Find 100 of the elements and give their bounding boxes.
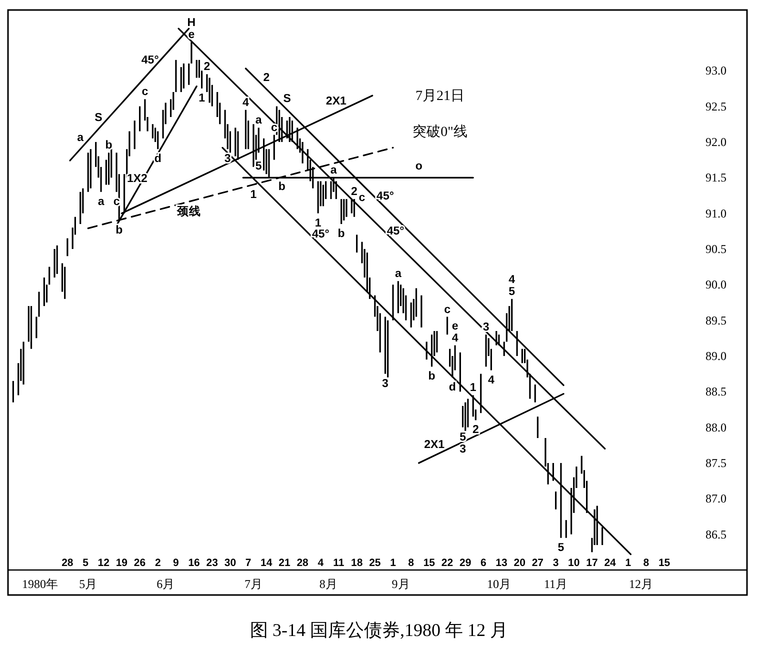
x-tick-label: 21 — [278, 557, 290, 569]
annotation: S — [94, 112, 103, 124]
x-tick-label: 11 — [333, 557, 344, 569]
annotation: 4 — [488, 374, 495, 386]
x-tick-label: 3 — [552, 557, 559, 569]
annotation: a — [394, 268, 402, 280]
annotation: 1 — [470, 382, 477, 394]
annotation: 3 — [460, 443, 466, 456]
x-tick-label: 24 — [604, 557, 616, 569]
y-tick-label: 90.5 — [706, 242, 726, 256]
annotation: e — [452, 320, 458, 332]
x-tick-label: 2 — [154, 557, 161, 569]
x-tick-label: 25 — [369, 557, 381, 569]
x-tick-label: 18 — [350, 557, 363, 569]
annotation: d — [448, 381, 456, 394]
annotation: 45° — [376, 190, 394, 203]
annotation: a — [77, 132, 84, 144]
x-tick-label: 15 — [423, 557, 436, 569]
x-tick-label: 4 — [318, 557, 324, 569]
annotation: a — [255, 114, 262, 127]
y-tick-label: 87.5 — [706, 456, 726, 470]
y-tick-label: 91.0 — [706, 206, 726, 220]
x-tick-label: 7 — [245, 557, 252, 569]
x-tick-label: 13 — [496, 557, 508, 569]
x2-tick-label: 12月 — [629, 577, 654, 591]
annotation: 2X1 — [424, 438, 446, 451]
x-tick-label: 8 — [643, 557, 650, 569]
x-axis-title: 1980年 — [22, 577, 58, 591]
annotation: S — [283, 92, 292, 105]
x-tick-label: 5 — [82, 557, 89, 569]
annotation: 颈线 — [176, 204, 201, 218]
x-tick-label: 26 — [134, 557, 146, 569]
x-tick-label: 20 — [514, 557, 526, 569]
x2-tick-label: 6月 — [156, 577, 175, 591]
annotation: 3 — [382, 378, 388, 390]
x2-tick-label: 5月 — [79, 577, 98, 591]
y-tick-label: 86.5 — [706, 527, 726, 542]
y-tick-label: 88.5 — [706, 384, 726, 399]
annotation: b — [116, 224, 123, 236]
annotation: c — [142, 86, 149, 98]
x-tick-label: 1 — [625, 557, 632, 569]
y-tick-label: 90.0 — [706, 278, 726, 292]
y-tick-label: 89.5 — [706, 313, 726, 328]
x-tick-label: 22 — [441, 557, 454, 569]
x2-tick-label: 9月 — [392, 577, 410, 591]
x-tick-label: 14 — [260, 557, 272, 569]
annotation: 2 — [351, 186, 358, 198]
annotation: a — [330, 164, 338, 177]
x-tick-label: 28 — [296, 557, 309, 569]
annotation: 4 — [242, 96, 250, 109]
annotation: b — [428, 370, 436, 383]
annotation: 2 — [472, 424, 479, 436]
x-tick-label: 9 — [173, 557, 180, 569]
annotation: b — [338, 228, 345, 240]
annotation: 45° — [141, 54, 160, 66]
x-tick-label: 27 — [532, 557, 544, 569]
x-tick-label: 6 — [480, 557, 487, 569]
x-tick-label: 23 — [206, 557, 218, 569]
annotation: 2 — [263, 72, 270, 84]
y-tick-label: 91.5 — [706, 170, 726, 185]
x2-tick-label: 7月 — [244, 577, 262, 591]
y-tick-label: 88.0 — [706, 420, 726, 434]
x-tick-label: 10 — [568, 557, 580, 569]
annotation: 突破0"线 — [412, 124, 468, 140]
annotation: 2 — [204, 61, 210, 74]
annotation: c — [444, 304, 452, 316]
x-tick-label: 8 — [408, 557, 414, 569]
annotation: b — [105, 140, 112, 152]
annotation: 2X1 — [326, 96, 347, 108]
y-tick-label: 87.0 — [706, 492, 726, 506]
y-tick-label: 92.0 — [706, 134, 726, 149]
x-tick-label: 1 — [390, 557, 396, 569]
annotation: 4 — [452, 332, 459, 344]
annotation: a — [98, 196, 105, 208]
x-tick-label: 12 — [98, 557, 110, 569]
annotation: H — [187, 17, 196, 30]
annotation: 45° — [386, 226, 405, 238]
annotation: 4 — [508, 274, 516, 286]
x-tick-label: 29 — [460, 557, 472, 569]
x-tick-label: 17 — [586, 557, 598, 569]
annotation: 1 — [314, 217, 322, 230]
x-tick-label: 19 — [116, 557, 128, 569]
annotation: 45° — [312, 228, 330, 240]
x2-tick-label: 10月 — [486, 577, 511, 591]
x-tick-label: 15 — [658, 557, 670, 569]
annotation: 7月21日 — [416, 89, 464, 104]
y-tick-label: 93.0 — [706, 64, 726, 78]
annotation: 5 — [460, 431, 467, 444]
annotation: 3 — [224, 153, 231, 166]
x-tick-label: 16 — [188, 557, 200, 569]
annotation: 5 — [558, 542, 565, 554]
annotation: b — [278, 180, 286, 193]
annotation: 5 — [255, 160, 262, 173]
annotation: 1 — [198, 92, 206, 104]
text: 图 3-14 国库公债券,1980 年 12 月 — [250, 620, 508, 640]
annotation: c — [358, 192, 366, 204]
x2-tick-label: 8月 — [319, 577, 338, 591]
annotation: e — [188, 29, 195, 42]
x2-tick-label: 11月 — [544, 577, 568, 591]
y-tick-label: 92.5 — [706, 99, 726, 114]
